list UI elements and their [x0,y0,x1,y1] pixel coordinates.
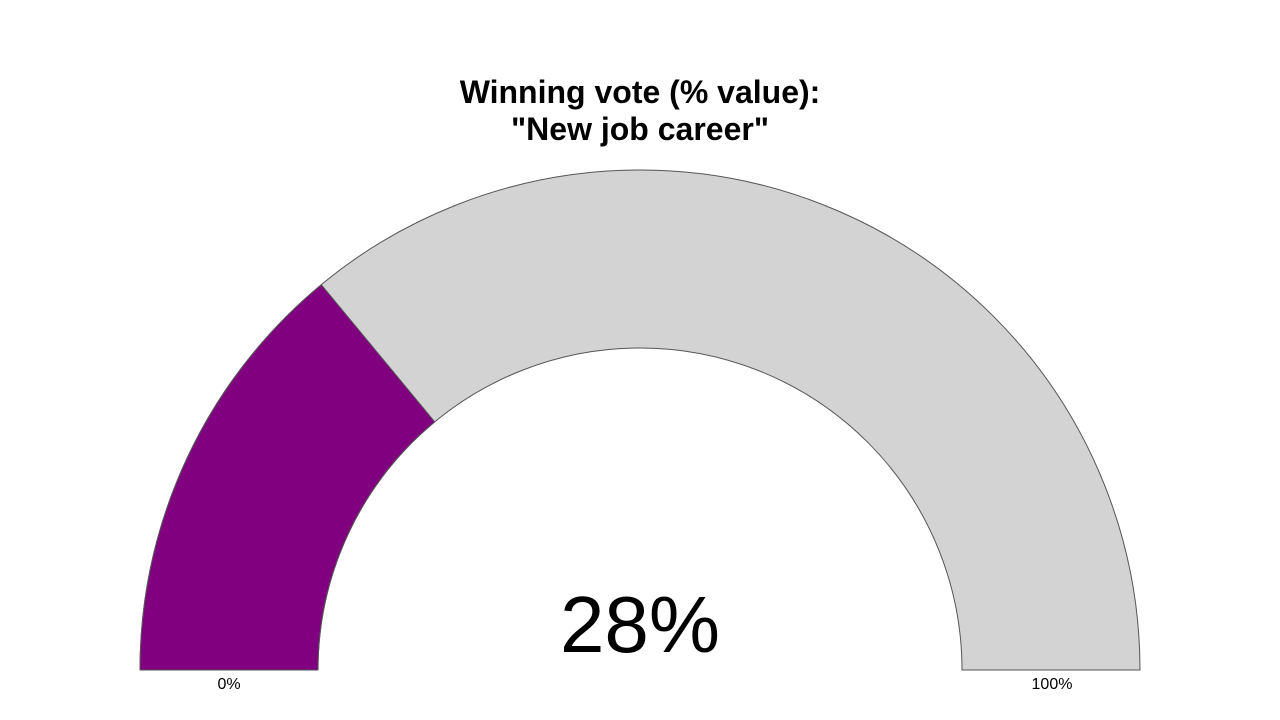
gauge-value-label: 28% [560,580,720,669]
chart-title-line-2: "New job career" [511,111,769,147]
gauge-track-arc [139,169,1141,671]
gauge-min-label: 0% [217,676,240,693]
gauge-value-arc [139,284,436,671]
gauge-max-label: 100% [1032,676,1073,693]
chart-title-line-1: Winning vote (% value): [460,74,821,110]
